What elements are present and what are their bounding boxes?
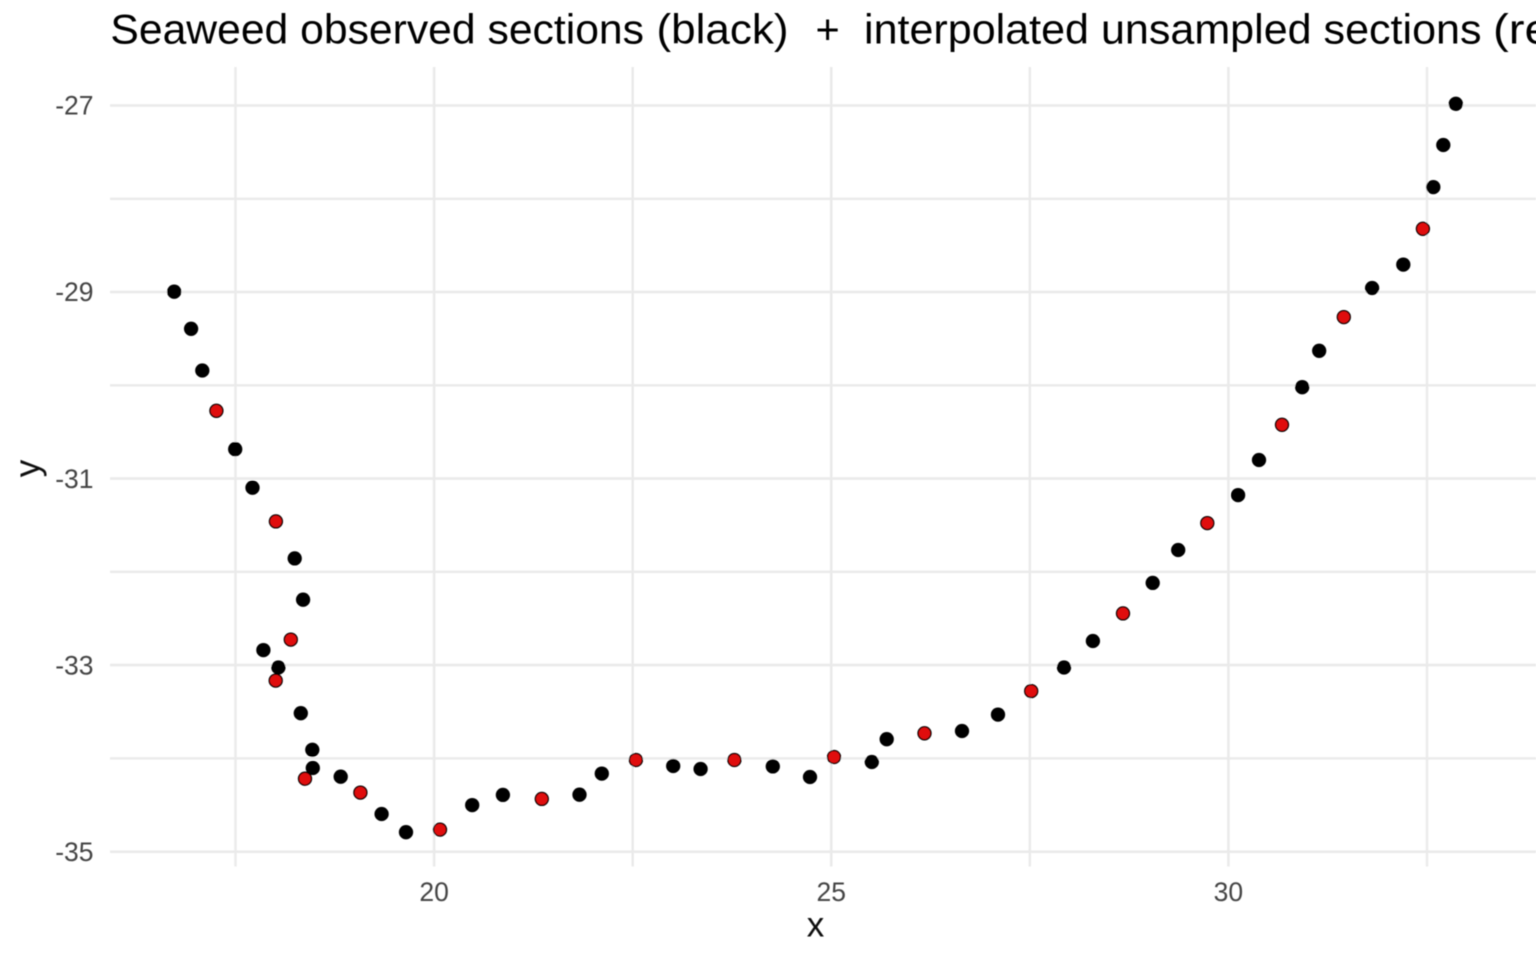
svg-text:interpolated unsampled section: interpolated unsampled sections (864, 6, 1482, 53)
svg-text:-31: -31 (55, 464, 93, 494)
svg-text:-27: -27 (55, 91, 93, 121)
svg-text:(black): (black) (657, 6, 789, 53)
svg-text:-35: -35 (55, 837, 93, 867)
svg-text:y: y (8, 459, 47, 477)
svg-text:-29: -29 (55, 277, 93, 307)
svg-text:(red): (red) (1493, 6, 1536, 53)
svg-text:20: 20 (419, 877, 448, 907)
svg-text:-33: -33 (55, 650, 93, 680)
svg-text:30: 30 (1214, 877, 1243, 907)
svg-text:+: + (816, 6, 840, 53)
svg-text:25: 25 (817, 877, 846, 907)
svg-text:Seaweed observed sections: Seaweed observed sections (110, 6, 644, 53)
svg-text:x: x (807, 906, 825, 945)
